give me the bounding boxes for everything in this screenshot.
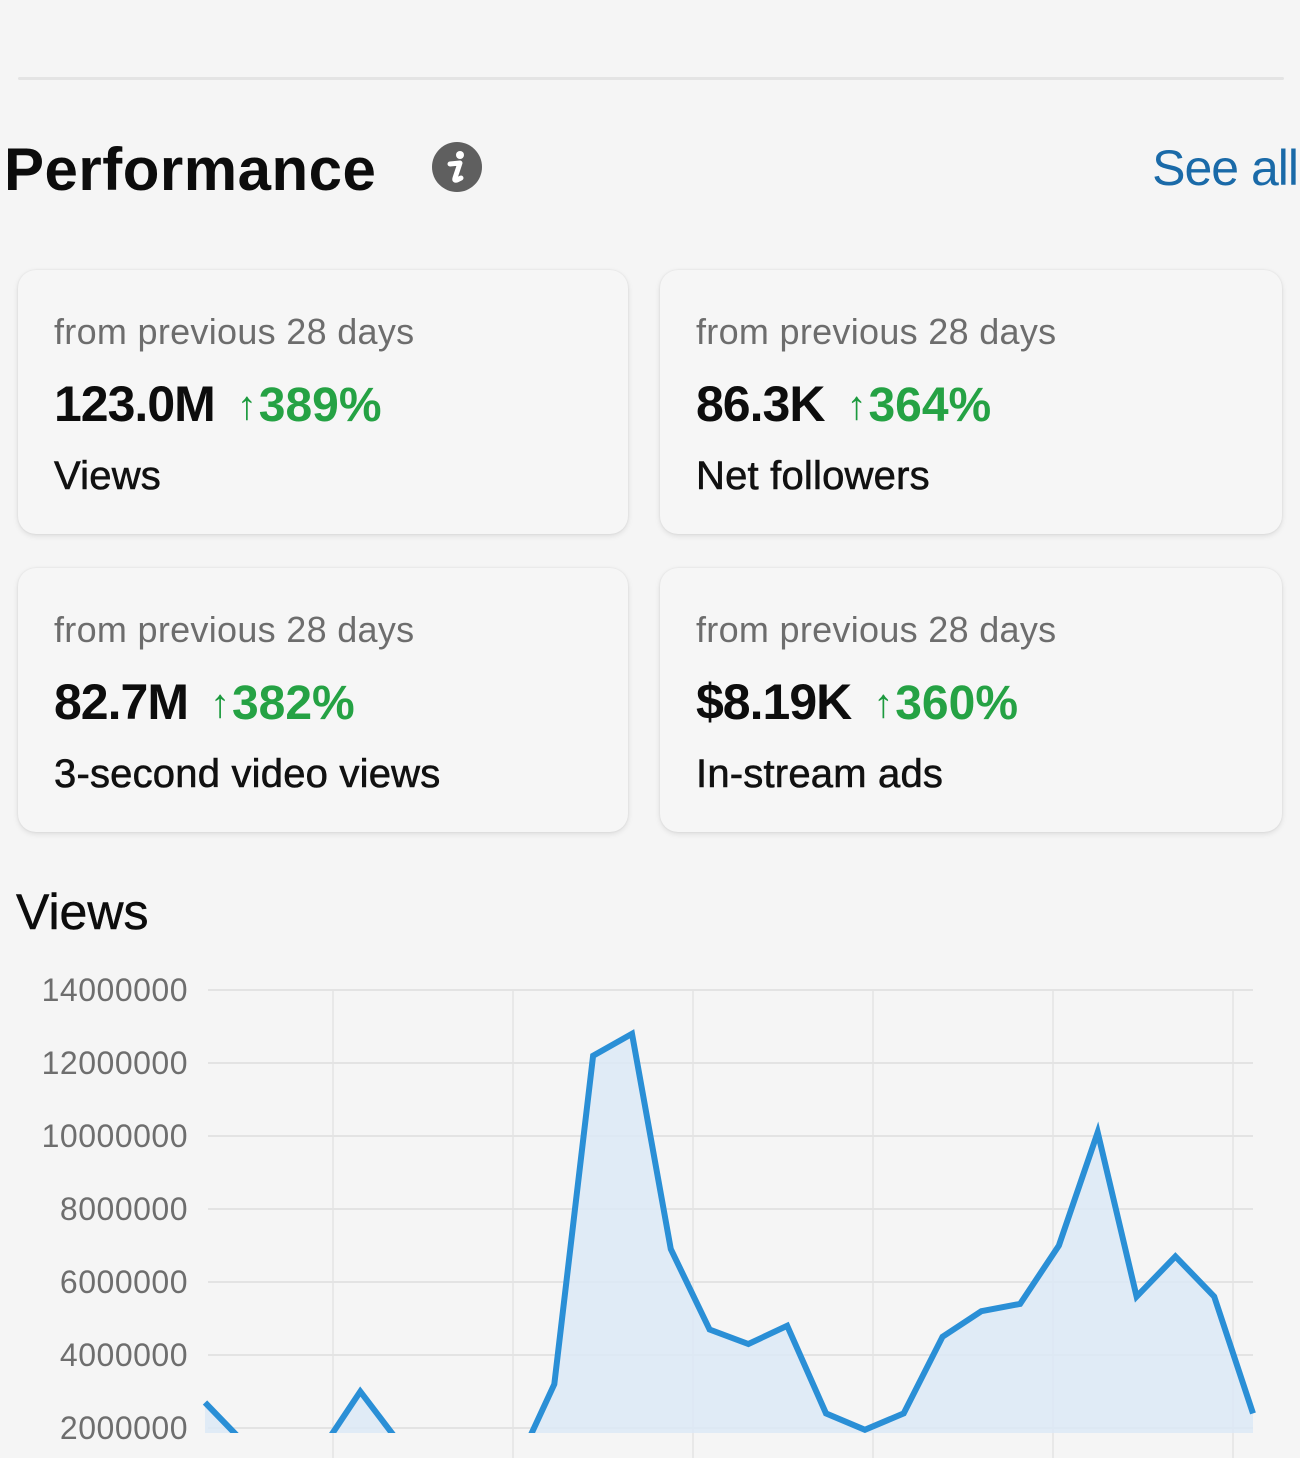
card-value: 82.7M — [54, 674, 189, 730]
card-delta-value: 389% — [258, 379, 382, 432]
y-tick-label: 6000000 — [59, 1264, 188, 1300]
arrow-up-icon: ↑ — [873, 682, 894, 726]
card-delta: ↑ 364% — [846, 376, 991, 438]
card-value: 86.3K — [696, 376, 825, 432]
metric-card-in-stream-ads[interactable]: from previous 28 days $8.19K ↑ 360% In-s… — [660, 568, 1282, 832]
card-subtitle: from previous 28 days — [54, 311, 415, 352]
arrow-up-icon: ↑ — [209, 682, 230, 726]
info-icon[interactable] — [432, 142, 482, 192]
arrow-up-icon: ↑ — [236, 384, 257, 428]
views-chart[interactable]: 14000000 12000000 10000000 8000000 6000000 40… — [0, 960, 1300, 1458]
card-value-row: 86.3K ↑ 364% — [696, 374, 991, 438]
card-subtitle: from previous 28 days — [696, 311, 1057, 352]
y-tick-label: 14000000 — [41, 972, 188, 1008]
y-tick-label: 2000000 — [59, 1410, 188, 1446]
metric-card-3s-video-views[interactable]: from previous 28 days 82.7M ↑ 382% 3-sec… — [18, 568, 628, 832]
page-title: Performance — [4, 136, 377, 203]
card-value: 123.0M — [54, 376, 216, 432]
card-delta: ↑ 389% — [237, 376, 382, 438]
card-value-row: 123.0M ↑ 389% — [54, 374, 382, 438]
card-subtitle: from previous 28 days — [696, 609, 1057, 650]
metric-card-views[interactable]: from previous 28 days 123.0M ↑ 389% View… — [18, 270, 628, 534]
card-delta-value: 360% — [895, 677, 1018, 730]
data-line — [202, 1029, 1256, 1433]
y-tick-label: 8000000 — [59, 1191, 188, 1227]
y-tick-label: 10000000 — [41, 1118, 188, 1154]
y-tick-label: 4000000 — [59, 1337, 188, 1373]
card-delta-value: 382% — [231, 677, 355, 730]
card-delta: ↑ 382% — [210, 674, 355, 736]
area-fill — [205, 1033, 1253, 1433]
card-label: Net followers — [696, 454, 930, 499]
arrow-up-icon: ↑ — [846, 384, 867, 428]
metric-card-net-followers[interactable]: from previous 28 days 86.3K ↑ 364% Net f… — [660, 270, 1282, 534]
chart-title: Views — [16, 884, 149, 941]
y-tick-label: 12000000 — [41, 1045, 188, 1081]
card-subtitle: from previous 28 days — [54, 609, 415, 650]
card-delta: ↑ 360% — [873, 674, 1018, 736]
card-value-row: 82.7M ↑ 382% — [54, 672, 355, 736]
card-label: Views — [54, 454, 161, 499]
card-value: $8.19K — [696, 674, 852, 730]
card-value-row: $8.19K ↑ 360% — [696, 672, 1018, 736]
top-divider — [18, 77, 1284, 80]
info-glyph-icon — [447, 151, 464, 183]
see-all-link[interactable]: See all — [1152, 140, 1299, 196]
line-chart-svg — [202, 989, 1256, 1458]
card-label: 3-second video views — [54, 752, 441, 797]
performance-header: Performance See all — [4, 130, 1300, 210]
card-delta-value: 364% — [868, 379, 992, 432]
card-label: In-stream ads — [696, 752, 944, 797]
